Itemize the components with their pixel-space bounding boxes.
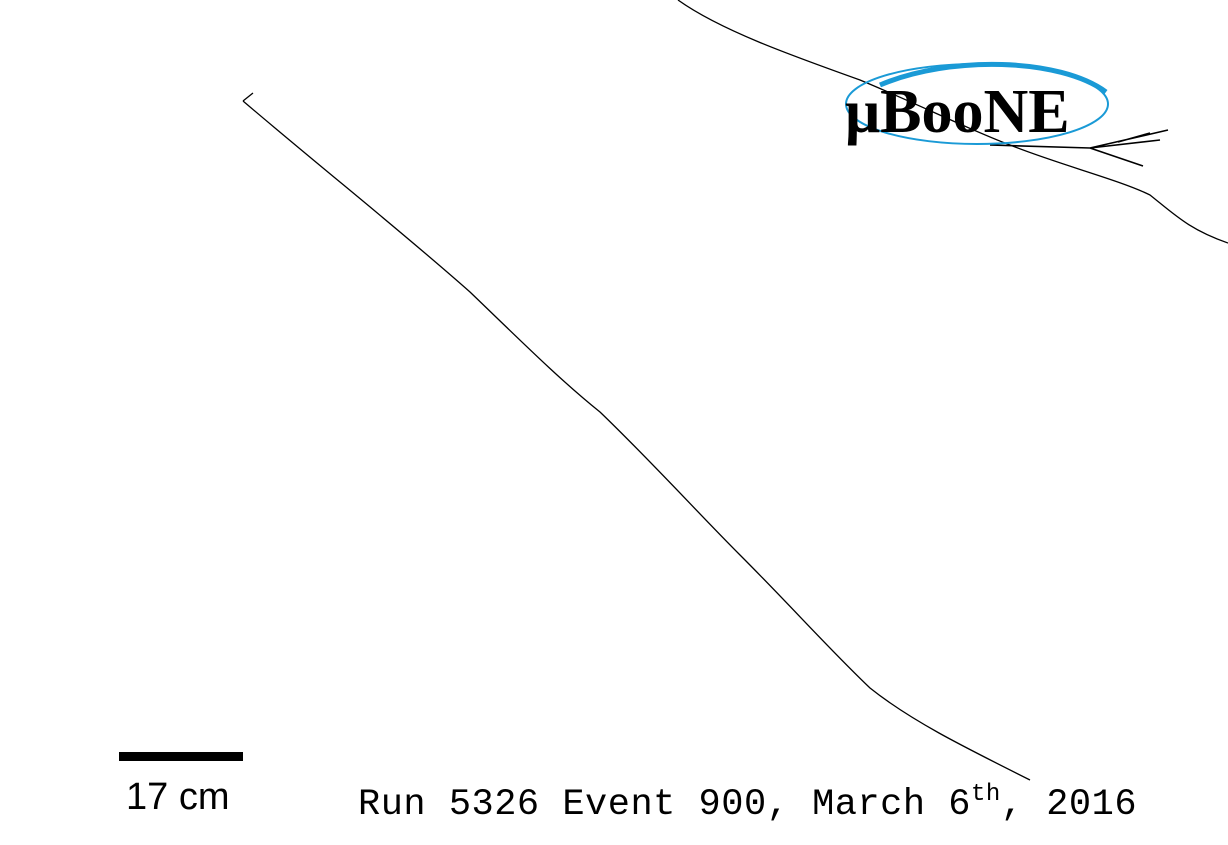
upper-track [677, 0, 1228, 244]
run-info-year: , 2016 [1000, 784, 1138, 826]
run-info-superscript: th [971, 781, 1001, 808]
microboone-logo: μBooNE [845, 61, 1109, 146]
run-info-text: Run 5326 Event 900, March 6 [358, 784, 971, 826]
branch-track [989, 129, 1169, 167]
logo-text: μBooNE [845, 78, 1070, 146]
scale-label: 17 cm [126, 776, 230, 818]
scale-bar [119, 752, 243, 761]
logo-swoosh [879, 61, 1108, 95]
run-info: Run 5326 Event 900, March 6th, 2016 [358, 781, 1138, 827]
main-track [242, 92, 1031, 781]
